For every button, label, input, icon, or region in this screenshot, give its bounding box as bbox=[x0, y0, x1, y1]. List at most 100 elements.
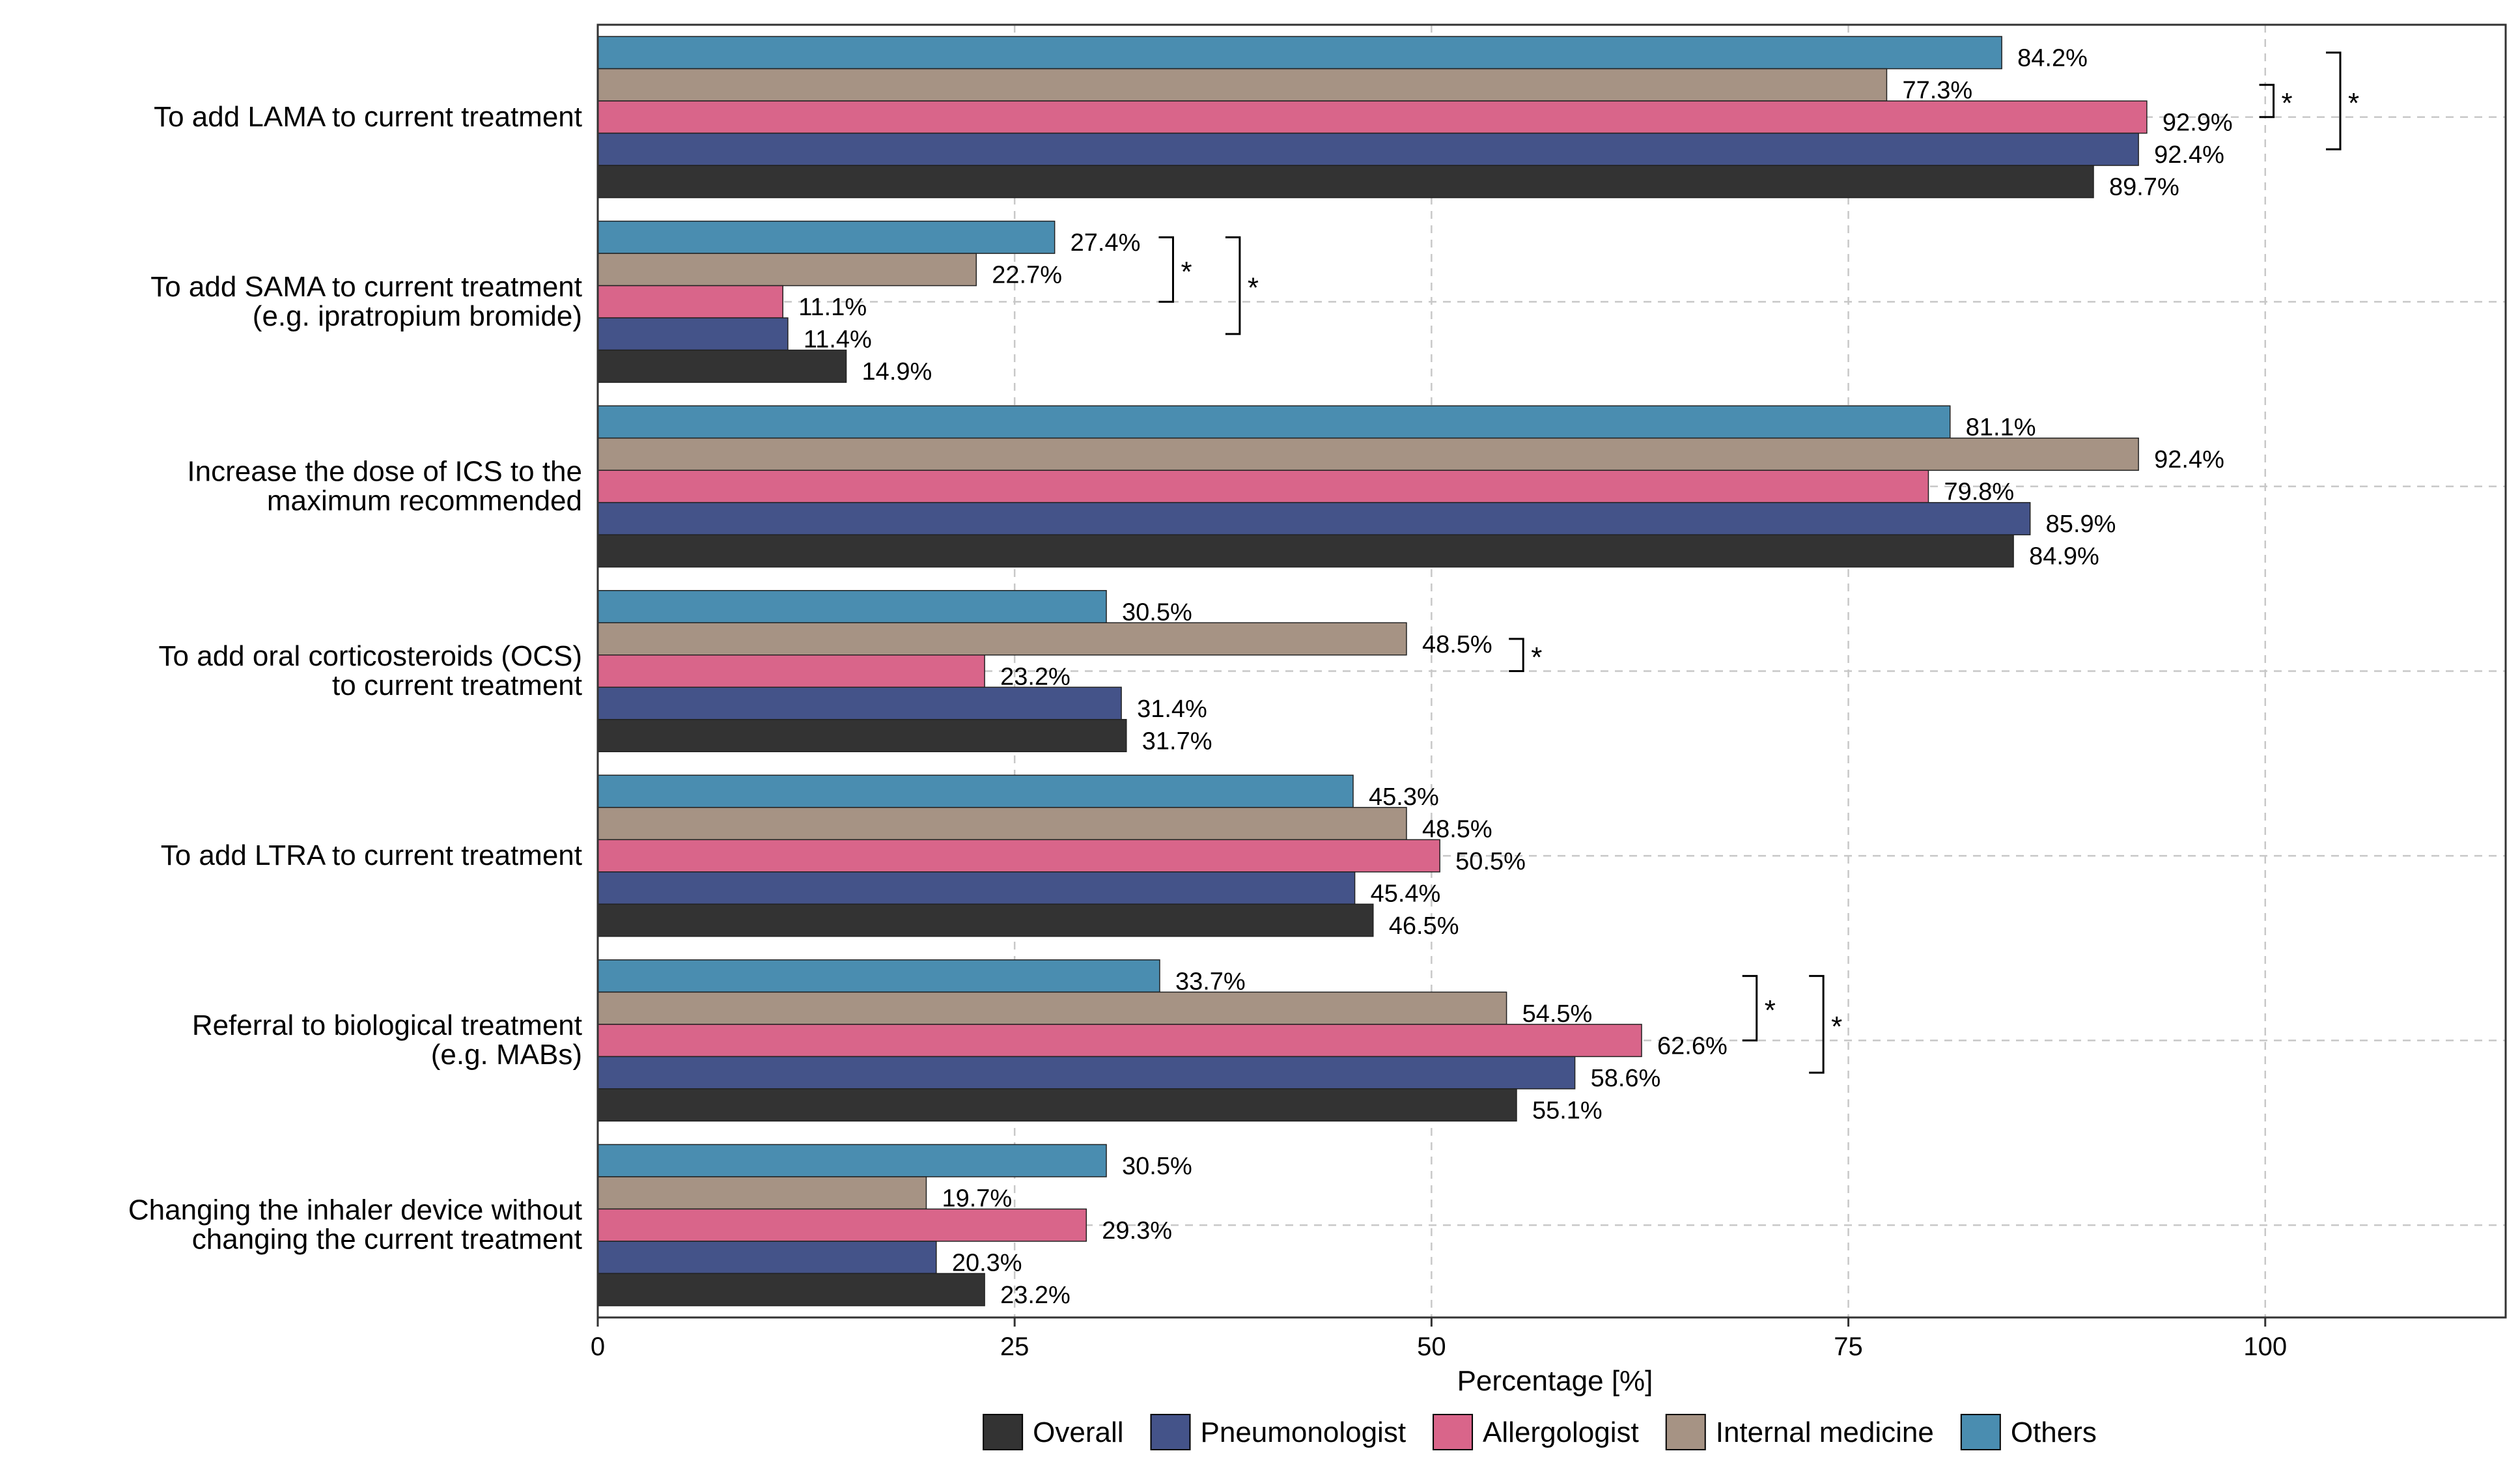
data-label: 33.7% bbox=[1175, 968, 1246, 995]
x-tick-label: 75 bbox=[1834, 1332, 1863, 1361]
data-label: 77.3% bbox=[1902, 77, 1972, 104]
data-label: 92.9% bbox=[2163, 109, 2233, 137]
bar bbox=[597, 501, 2031, 535]
data-label: 50.5% bbox=[1455, 848, 1526, 875]
data-label: 46.5% bbox=[1389, 912, 1459, 940]
bars: 84.2% 77.3% 92.9% 92.4% 89.7% 27.4% 22.7% 11.1%… bbox=[597, 36, 2233, 1309]
x-axis-title: Percentage [%] bbox=[1457, 1365, 1653, 1397]
significance-star: * bbox=[2348, 87, 2359, 119]
significance-star: * bbox=[1831, 1011, 1842, 1043]
significance-star: * bbox=[2282, 87, 2293, 119]
data-label: 20.3% bbox=[952, 1249, 1022, 1276]
category-label: to current treatment bbox=[332, 669, 582, 701]
significance-star: * bbox=[1765, 994, 1776, 1026]
category-labels: To add LAMA to current treatment To add S… bbox=[128, 101, 582, 1256]
data-label: 84.9% bbox=[2029, 543, 2099, 570]
data-label: 45.4% bbox=[1371, 880, 1441, 907]
data-label: 45.3% bbox=[1369, 783, 1439, 811]
bar bbox=[597, 253, 977, 287]
data-label: 58.6% bbox=[1591, 1065, 1661, 1092]
data-label: 31.7% bbox=[1142, 727, 1212, 755]
data-label: 11.4% bbox=[804, 326, 872, 354]
data-label: 92.4% bbox=[2154, 141, 2224, 169]
bar bbox=[597, 317, 789, 351]
bar bbox=[597, 100, 2148, 134]
legend-label: Others bbox=[2011, 1416, 2097, 1448]
category-label: To add oral corticosteroids (OCS) bbox=[159, 640, 582, 672]
bar bbox=[597, 903, 1374, 937]
bar bbox=[597, 622, 1407, 656]
bar bbox=[597, 437, 2139, 471]
significance-bracket bbox=[1225, 236, 1241, 335]
data-label: 27.4% bbox=[1071, 229, 1141, 257]
bar bbox=[597, 405, 1951, 439]
data-label: 23.2% bbox=[1000, 1282, 1071, 1309]
bar bbox=[597, 220, 1056, 254]
data-label: 84.2% bbox=[2017, 45, 2088, 72]
significance-bracket bbox=[2325, 51, 2342, 150]
bar bbox=[597, 590, 1107, 623]
plot-panel-border bbox=[596, 23, 2507, 1319]
category-label: To add LTRA to current treatment bbox=[161, 839, 582, 871]
data-label: 85.9% bbox=[2046, 511, 2116, 538]
significance-bracket bbox=[2259, 83, 2275, 119]
bar bbox=[597, 285, 783, 318]
data-label: 23.2% bbox=[1000, 663, 1071, 690]
data-label: 19.7% bbox=[942, 1185, 1012, 1212]
legend-label: Internal medicine bbox=[1716, 1416, 1934, 1448]
category-label: Changing the inhaler device without bbox=[128, 1194, 582, 1226]
significance-star: * bbox=[1531, 641, 1542, 673]
significance-bracket bbox=[1809, 975, 1825, 1074]
legend: Overall Pneumonologist Allergologist Intern… bbox=[983, 1414, 2097, 1450]
legend-swatch bbox=[1665, 1414, 1706, 1450]
significance-star: * bbox=[1248, 272, 1259, 304]
bar bbox=[597, 991, 1507, 1025]
data-label: 81.1% bbox=[1966, 414, 2036, 442]
category-label: To add SAMA to current treatment bbox=[150, 271, 582, 303]
bar bbox=[597, 165, 2094, 199]
significance-brackets: * * * * * * * bbox=[1158, 51, 2359, 1074]
data-label: 30.5% bbox=[1122, 598, 1192, 626]
data-label: 22.7% bbox=[992, 262, 1062, 289]
data-label: 31.4% bbox=[1137, 696, 1207, 723]
significance-bracket bbox=[1509, 638, 1524, 672]
data-label: 54.5% bbox=[1522, 1000, 1593, 1028]
legend-swatch bbox=[1150, 1414, 1191, 1450]
x-tick-label: 50 bbox=[1417, 1332, 1446, 1361]
data-label: 92.4% bbox=[2154, 446, 2224, 473]
legend-label: Allergologist bbox=[1483, 1416, 1639, 1448]
bar bbox=[597, 655, 985, 688]
bar bbox=[597, 68, 1888, 102]
category-label: Increase the dose of ICS to the bbox=[187, 455, 582, 487]
bar bbox=[597, 470, 1929, 503]
data-label: 62.6% bbox=[1657, 1032, 1728, 1060]
bar bbox=[597, 1208, 1087, 1242]
bar bbox=[597, 132, 2139, 166]
bar bbox=[597, 871, 1356, 905]
bar bbox=[597, 1273, 985, 1306]
bar bbox=[597, 839, 1440, 873]
bar bbox=[597, 1088, 1517, 1122]
legend-label: Overall bbox=[1033, 1416, 1123, 1448]
data-label: 14.9% bbox=[862, 358, 932, 386]
bar bbox=[597, 1241, 937, 1274]
bar bbox=[597, 1176, 927, 1210]
legend-swatch bbox=[1960, 1414, 2001, 1450]
significance-bracket bbox=[1158, 236, 1174, 303]
bar bbox=[597, 1024, 1642, 1058]
legend-swatch bbox=[983, 1414, 1024, 1450]
bar bbox=[597, 807, 1407, 841]
data-label: 29.3% bbox=[1102, 1217, 1172, 1245]
category-label: (e.g. MABs) bbox=[431, 1039, 582, 1071]
bar bbox=[597, 1144, 1107, 1177]
data-label: 48.5% bbox=[1422, 815, 1492, 843]
significance-bracket bbox=[1742, 975, 1758, 1042]
x-tick-label: 0 bbox=[591, 1332, 605, 1361]
legend-label: Pneumonologist bbox=[1201, 1416, 1407, 1448]
x-tick-label: 25 bbox=[1000, 1332, 1029, 1361]
x-axis: 0 25 50 75 100 bbox=[591, 1317, 2287, 1361]
bar bbox=[597, 719, 1127, 752]
category-label: maximum recommended bbox=[267, 485, 582, 516]
bar bbox=[597, 774, 1354, 808]
